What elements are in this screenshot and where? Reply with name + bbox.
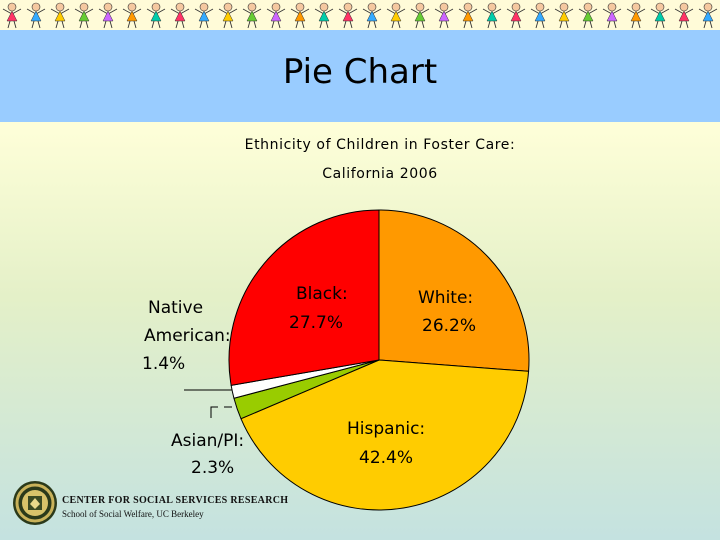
label-native-name-line2: American: xyxy=(144,326,231,346)
pie-slice-white xyxy=(378,209,530,372)
label-white-name: White: xyxy=(418,288,473,308)
label-black-name: Black: xyxy=(296,284,348,304)
label-asian-name: Asian/PI: xyxy=(171,431,244,451)
kid-figure xyxy=(458,2,478,29)
kid-figure xyxy=(386,2,406,29)
kid-figure xyxy=(578,2,598,29)
kids-figures-icon xyxy=(2,2,718,29)
kid-figure xyxy=(338,2,358,29)
kid-figure xyxy=(626,2,646,29)
kid-figure xyxy=(554,2,574,29)
kid-figure xyxy=(410,2,430,29)
kid-figure xyxy=(266,2,286,29)
kid-figure xyxy=(74,2,94,29)
label-white-value: 26.2% xyxy=(422,316,476,336)
kid-figure xyxy=(314,2,334,29)
kid-figure xyxy=(170,2,190,29)
kid-figure xyxy=(26,2,46,29)
asian-pi-leader-line xyxy=(210,406,218,418)
kid-figure xyxy=(2,2,22,29)
label-hispanic-value: 42.4% xyxy=(359,448,413,468)
kid-figure xyxy=(122,2,142,29)
kid-figure xyxy=(362,2,382,29)
kid-figure xyxy=(650,2,670,29)
uc-berkeley-seal-icon xyxy=(13,481,57,525)
label-hispanic-name: Hispanic: xyxy=(347,419,425,439)
kid-figure xyxy=(242,2,262,29)
kid-figure xyxy=(218,2,238,29)
title-band xyxy=(0,30,720,122)
label-black-value: 27.7% xyxy=(289,313,343,333)
footer-school: School of Social Welfare, UC Berkeley xyxy=(62,509,204,519)
kid-figure xyxy=(194,2,214,29)
chart-subtitle: California 2006 xyxy=(322,166,438,182)
label-native-name-line1: Native xyxy=(148,298,203,318)
kid-figure xyxy=(50,2,70,29)
label-asian-value: 2.3% xyxy=(191,458,234,478)
pie-slice-black xyxy=(228,209,380,386)
slide-title: Pie Chart xyxy=(282,52,438,92)
kid-figure xyxy=(674,2,694,29)
kid-figure xyxy=(602,2,622,29)
kid-figure xyxy=(506,2,526,29)
pie-slice-hispanic xyxy=(240,359,530,511)
kid-figure xyxy=(290,2,310,29)
label-native-value: 1.4% xyxy=(142,354,185,374)
kid-figure xyxy=(482,2,502,29)
kid-figure xyxy=(434,2,454,29)
chart-title: Ethnicity of Children in Foster Care: xyxy=(244,137,516,153)
kid-figure xyxy=(530,2,550,29)
decorative-kids-banner xyxy=(0,0,720,30)
kid-figure xyxy=(146,2,166,29)
footer-organization: CENTER FOR SOCIAL SERVICES RESEARCH xyxy=(62,495,289,506)
kid-figure xyxy=(698,2,718,29)
kid-figure xyxy=(98,2,118,29)
